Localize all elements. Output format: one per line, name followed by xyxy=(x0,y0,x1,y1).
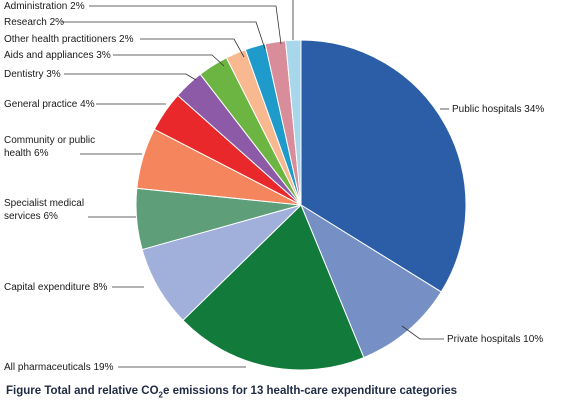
caption-subscript: 2 xyxy=(158,390,163,400)
slice-label-6: Community or public health 6% xyxy=(4,135,95,159)
pie-slice-13 xyxy=(285,39,302,206)
slice-label-10: Other health practitioners 2% xyxy=(4,34,134,45)
slice-label-9: Aids and appliances 3% xyxy=(4,50,111,61)
slice-label-1: Public hospitals 34% xyxy=(452,104,544,115)
pie-slices xyxy=(135,39,467,371)
slice-label-11: Research 2% xyxy=(4,17,64,28)
leader-line-10 xyxy=(140,38,245,58)
slice-label-2: Private hospitals 10% xyxy=(447,334,543,345)
leader-lines xyxy=(62,0,449,368)
slice-label-3: All pharmaceuticals 19% xyxy=(4,362,114,373)
slice-labels: Public hospitals 34% Private hospitals 10… xyxy=(4,1,544,373)
slice-label-4: Capital expenditure 8% xyxy=(4,282,108,293)
slice-label-7: General practice 4% xyxy=(4,99,95,110)
leader-line-9 xyxy=(113,54,225,67)
pie-chart: Public hospitals 34% Private hospitals 10… xyxy=(4,0,544,373)
pie-slice-1 xyxy=(300,39,467,293)
pie-slice-2 xyxy=(299,203,442,359)
pie-slice-3 xyxy=(182,204,365,371)
leader-line-2 xyxy=(401,325,444,340)
leader-line-8 xyxy=(64,73,197,81)
caption-text-end: e emissions for 13 health-care expenditu… xyxy=(162,385,457,397)
caption-text-start: Total and relative CO xyxy=(44,385,159,397)
slice-label-12: Administration 2% xyxy=(4,1,85,12)
leader-line-11 xyxy=(62,21,266,50)
caption-prefix: Figure xyxy=(6,385,42,397)
figure-caption: Figure Total and relative CO2e emissions… xyxy=(6,385,457,399)
leader-line-12 xyxy=(89,5,282,45)
slice-label-8: Dentistry 3% xyxy=(4,69,61,80)
slice-label-5: Specialist medical services 6% xyxy=(4,198,84,222)
